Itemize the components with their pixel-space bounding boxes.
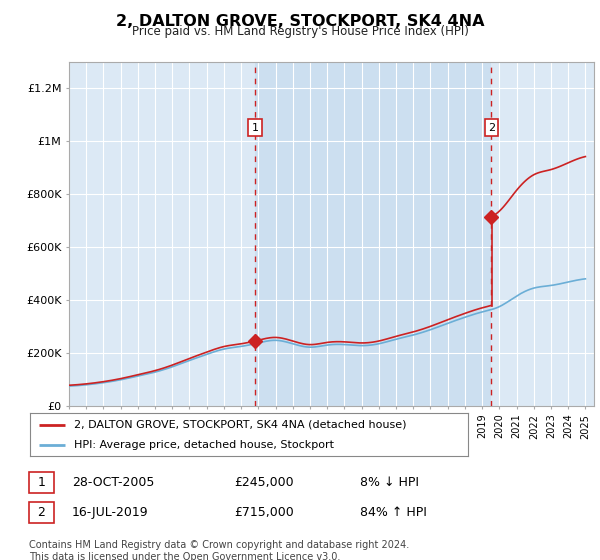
Text: Contains HM Land Registry data © Crown copyright and database right 2024.
This d: Contains HM Land Registry data © Crown c… [29, 540, 409, 560]
Text: Price paid vs. HM Land Registry's House Price Index (HPI): Price paid vs. HM Land Registry's House … [131, 25, 469, 38]
Text: £245,000: £245,000 [234, 476, 293, 489]
Text: 84% ↑ HPI: 84% ↑ HPI [360, 506, 427, 519]
Bar [255, 62, 491, 406]
Text: 16-JUL-2019: 16-JUL-2019 [72, 506, 149, 519]
Text: 2, DALTON GROVE, STOCKPORT, SK4 4NA (detached house): 2, DALTON GROVE, STOCKPORT, SK4 4NA (det… [74, 419, 406, 430]
Text: £715,000: £715,000 [234, 506, 294, 519]
Text: 2: 2 [488, 123, 495, 133]
Text: 1: 1 [37, 476, 46, 489]
Text: 2, DALTON GROVE, STOCKPORT, SK4 4NA: 2, DALTON GROVE, STOCKPORT, SK4 4NA [116, 14, 484, 29]
Text: 2: 2 [37, 506, 46, 519]
Text: 8% ↓ HPI: 8% ↓ HPI [360, 476, 419, 489]
Text: 1: 1 [252, 123, 259, 133]
Text: HPI: Average price, detached house, Stockport: HPI: Average price, detached house, Stoc… [74, 440, 334, 450]
Text: 28-OCT-2005: 28-OCT-2005 [72, 476, 154, 489]
